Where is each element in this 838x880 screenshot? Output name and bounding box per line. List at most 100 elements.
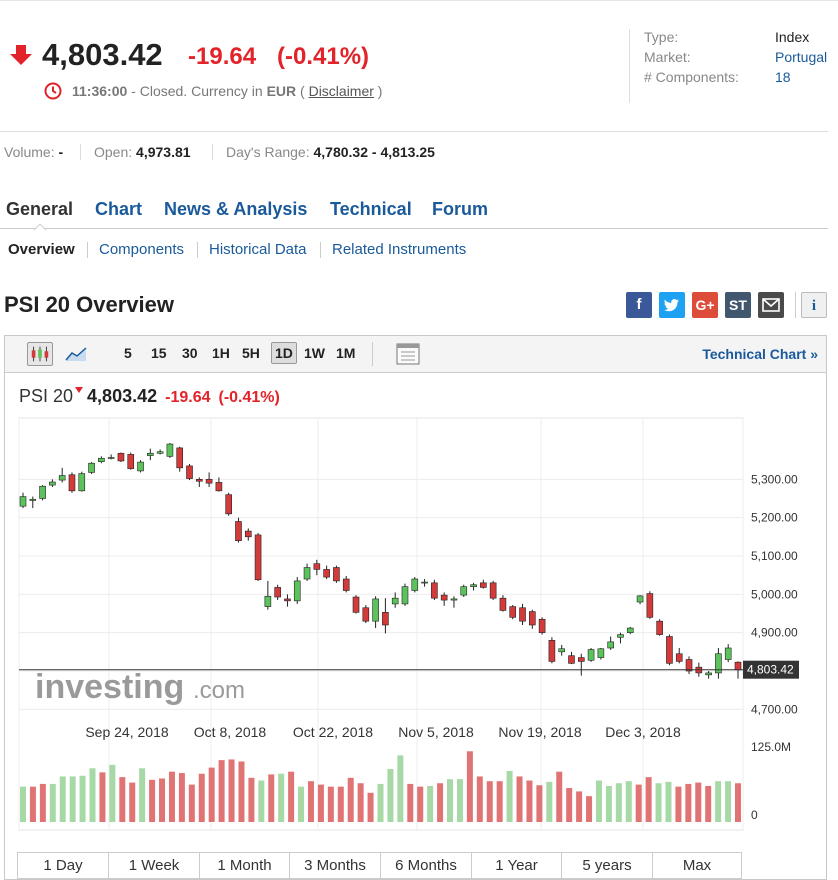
candle xyxy=(284,594,291,607)
range-6-months[interactable]: 6 Months xyxy=(381,853,472,878)
quote-header: 4,803.42 -19.64 (-0.41%) 11:36:00 - Clos… xyxy=(0,0,838,131)
candle-body-down xyxy=(274,587,281,598)
interval-30[interactable]: 30 xyxy=(182,345,198,361)
candle xyxy=(352,595,360,614)
candle xyxy=(264,580,272,610)
chart-header: PSI 20 4,803.42 -19.64 (-0.41%) xyxy=(19,386,280,407)
candle-body-down xyxy=(685,659,693,672)
main-tabs: General Chart News & Analysis Technical … xyxy=(0,196,828,229)
stocktwits-icon[interactable]: ST xyxy=(725,292,751,318)
technical-chart-link[interactable]: Technical Chart » xyxy=(702,346,818,362)
stat-open: Open: 4,973.81 xyxy=(94,144,191,160)
divider xyxy=(87,242,88,258)
email-icon[interactable] xyxy=(758,292,784,318)
tab-forum[interactable]: Forum xyxy=(432,199,488,219)
range-3-months[interactable]: 3 Months xyxy=(290,853,381,878)
time-range-selector: 1 Day 1 Week 1 Month 3 Months 6 Months 1… xyxy=(17,852,742,879)
candle-body-down xyxy=(176,447,184,469)
x-tick-label: Sep 24, 2018 xyxy=(85,724,169,740)
clock-icon xyxy=(44,82,62,100)
candle xyxy=(499,595,507,612)
candle-body-up xyxy=(705,672,712,676)
candle-body-down xyxy=(352,596,360,613)
candle xyxy=(372,596,379,629)
interval-1m[interactable]: 1M xyxy=(336,345,356,361)
range-1-year[interactable]: 1 Year xyxy=(472,853,562,878)
volume-bar-down xyxy=(307,781,314,822)
tab-news-analysis[interactable]: News & Analysis xyxy=(164,199,308,219)
disclaimer-close: ) xyxy=(373,83,383,99)
candle xyxy=(68,472,76,493)
candle xyxy=(568,651,575,665)
volume-bar-down xyxy=(466,751,473,822)
facebook-icon[interactable]: f xyxy=(626,292,652,318)
candlestick-chart[interactable]: investing .com 5,300.005,200.005,100.005… xyxy=(5,336,826,851)
volume-bar-down xyxy=(645,777,652,822)
components-link[interactable]: 18 xyxy=(775,69,791,85)
volume-bars xyxy=(20,751,741,822)
interval-5h[interactable]: 5H xyxy=(242,345,260,361)
tab-chart[interactable]: Chart xyxy=(95,199,143,219)
price-change: -19.64 xyxy=(188,43,257,70)
candle xyxy=(577,653,585,676)
volume-bar-down xyxy=(735,783,741,822)
candle-body-up xyxy=(587,649,595,661)
range-1-day[interactable]: 1 Day xyxy=(18,853,109,878)
volume-bar-down xyxy=(337,786,344,822)
volume-bar-down xyxy=(526,780,533,822)
x-tick-label: Nov 19, 2018 xyxy=(498,724,581,740)
chart-last-price: 4,803.42 xyxy=(87,386,158,406)
range-max[interactable]: Max xyxy=(682,857,712,874)
disclaimer-link[interactable]: Disclaimer xyxy=(308,83,374,99)
interval-15[interactable]: 15 xyxy=(151,345,167,361)
x-tick-label: Oct 8, 2018 xyxy=(194,724,267,740)
candle xyxy=(137,460,144,473)
subtab-overview[interactable]: Overview xyxy=(8,241,75,258)
candle xyxy=(519,603,526,625)
candle xyxy=(303,563,311,581)
market-link[interactable]: Portugal xyxy=(775,49,828,65)
interval-1w[interactable]: 1W xyxy=(304,345,325,361)
range-1-month[interactable]: 1 Month xyxy=(200,853,290,878)
google-plus-icon[interactable]: G+ xyxy=(692,292,718,318)
tab-technical[interactable]: Technical xyxy=(330,199,412,219)
candle xyxy=(509,605,517,620)
volume-bar-down xyxy=(29,786,36,822)
volume-bar-up xyxy=(298,786,305,822)
candle-body-down xyxy=(254,534,262,581)
candle-body-up xyxy=(303,567,311,580)
volume-label: Volume: xyxy=(4,144,55,160)
volume-bar-down xyxy=(208,767,215,822)
candle-body-down xyxy=(333,567,340,582)
volume-bar-up xyxy=(655,783,662,822)
chart-settings-icon[interactable] xyxy=(395,342,421,366)
candle-body-down xyxy=(656,620,663,635)
y-tick-label: 4,700.00 xyxy=(751,702,798,716)
range-5-years[interactable]: 5 years xyxy=(562,853,653,878)
y-tick-label: 5,300.00 xyxy=(751,472,798,486)
interval-5[interactable]: 5 xyxy=(124,345,132,361)
interval-1d[interactable]: 1D xyxy=(271,342,297,364)
candle-body-up xyxy=(264,595,272,607)
tab-general[interactable]: General xyxy=(6,199,74,219)
volume-bar-down xyxy=(178,773,185,822)
open-value: 4,973.81 xyxy=(136,144,191,160)
candlestick-chart-icon[interactable] xyxy=(27,342,53,366)
candle-body-down xyxy=(577,657,585,662)
range-1-week[interactable]: 1 Week xyxy=(109,853,200,878)
y-tick-label: 5,000.00 xyxy=(751,587,798,601)
candle xyxy=(333,565,340,583)
candle xyxy=(470,582,477,591)
candle-body-down xyxy=(196,479,203,482)
candle-body-up xyxy=(166,443,174,457)
subtab-historical-data[interactable]: Historical Data xyxy=(209,241,307,258)
volume-bar-up xyxy=(625,781,632,822)
candle-body-down xyxy=(313,563,321,570)
line-chart-icon[interactable] xyxy=(63,342,89,366)
info-icon[interactable]: i xyxy=(801,292,827,318)
subtab-related-instruments[interactable]: Related Instruments xyxy=(332,241,467,258)
subtab-components[interactable]: Components xyxy=(99,241,185,258)
twitter-icon[interactable] xyxy=(659,292,685,318)
volume-bar-up xyxy=(59,776,66,822)
interval-1h[interactable]: 1H xyxy=(212,345,230,361)
